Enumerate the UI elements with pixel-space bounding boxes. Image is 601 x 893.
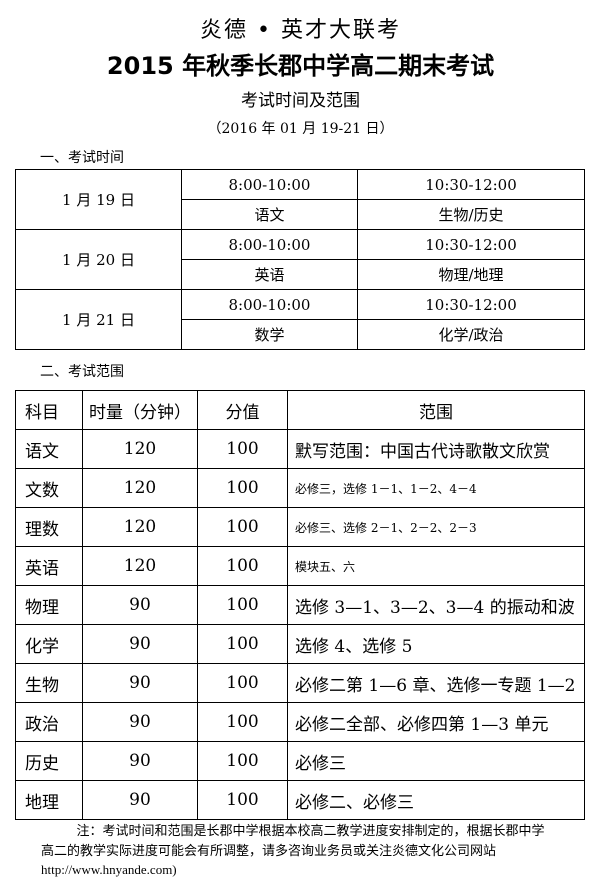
scope-row: 文数 120 100 必修三，选修 1－1、1－2、4－4	[15, 468, 585, 508]
subject: 英语	[15, 546, 83, 586]
brand-title: 炎德 • 英才大联考	[200, 18, 401, 43]
range: 必修二全部、必修四第 1—3 单元	[287, 702, 585, 742]
slot2-time: 10:30-12:00	[357, 229, 585, 260]
column-header: 范围	[287, 390, 585, 430]
scope-row: 物理 90 100 选修 3—1、3—2、3—4 的振动和波	[15, 585, 585, 625]
schedule-row: 1 月 21 日 8:00-10:00 10:30-12:00	[15, 289, 585, 350]
subject: 文数	[15, 468, 83, 508]
website-link[interactable]: http://www.hnyande.com)	[41, 862, 177, 877]
column-header: 时量（分钟）	[82, 390, 198, 430]
scope-row: 理数 120 100 必修三、选修 2－1、2－2、2－3	[15, 507, 585, 547]
range: 选修 4、选修 5	[287, 624, 585, 664]
schedule-row: 英语 物理/地理	[16, 259, 585, 290]
slot1-time: 8:00-10:00	[181, 229, 358, 260]
subject: 政治	[15, 702, 83, 742]
schedule-row: 语文 生物/历史	[16, 199, 585, 230]
subject: 地理	[15, 780, 83, 820]
slot1-subject: 语文	[181, 199, 358, 230]
scope-row: 语文 120 100 默写范围：中国古代诗歌散文欣赏	[15, 429, 585, 469]
scope-row: 历史 90 100 必修三	[15, 741, 585, 781]
score: 100	[197, 702, 288, 742]
subject: 历史	[15, 741, 83, 781]
scope-row: 生物 90 100 必修二第 1—6 章、选修一专题 1—2	[15, 663, 585, 703]
scope-row: 地理 90 100 必修二、必修三	[15, 780, 585, 820]
duration: 120	[82, 546, 198, 586]
subject: 语文	[15, 429, 83, 469]
subject: 生物	[15, 663, 83, 703]
subject: 理数	[15, 507, 83, 547]
slot1-time: 8:00-10:00	[181, 169, 358, 200]
duration: 90	[82, 663, 198, 703]
slot2-subject: 生物/历史	[357, 199, 585, 230]
note-line-1: 注：考试时间和范围是长郡中学根据本校高二教学进度安排制定的，根据长郡中学	[76, 824, 545, 839]
duration: 120	[82, 429, 198, 469]
slot1-time: 8:00-10:00	[181, 289, 358, 320]
subtitle: 考试时间及范围	[241, 91, 360, 111]
column-header: 分值	[197, 390, 288, 430]
duration: 90	[82, 741, 198, 781]
schedule-row: 数学 化学/政治	[16, 319, 585, 350]
schedule-row: 1 月 19 日 8:00-10:00 10:30-12:00	[15, 169, 585, 230]
range: 必修二、必修三	[287, 780, 585, 820]
exam-date: 1 月 19 日	[15, 169, 182, 230]
duration: 90	[82, 624, 198, 664]
duration: 90	[82, 585, 198, 625]
score: 100	[197, 507, 288, 547]
range: 模块五、六	[287, 546, 585, 586]
range: 必修三，选修 1－1、1－2、4－4	[287, 468, 585, 508]
exam-date: 1 月 21 日	[15, 289, 182, 350]
score: 100	[197, 429, 288, 469]
schedule-row: 1 月 20 日 8:00-10:00 10:30-12:00	[15, 229, 585, 290]
slot2-time: 10:30-12:00	[357, 169, 585, 200]
slot1-subject: 数学	[181, 319, 358, 350]
duration: 90	[82, 702, 198, 742]
exam-date: 1 月 20 日	[15, 229, 182, 290]
schedule-table: 1 月 19 日 8:00-10:00 10:30-12:00 语文 生物/历史 1…	[15, 169, 585, 350]
duration: 120	[82, 468, 198, 508]
subject: 物理	[15, 585, 83, 625]
range: 必修三	[287, 741, 585, 781]
range: 必修二第 1—6 章、选修一专题 1—2	[287, 663, 585, 703]
range: 默写范围：中国古代诗歌散文欣赏	[287, 429, 585, 469]
slot2-subject: 物理/地理	[357, 259, 585, 290]
score: 100	[197, 741, 288, 781]
slot2-time: 10:30-12:00	[357, 289, 585, 320]
note-line-2: 高二的教学实际进度可能会有所调整，请多咨询业务员或关注炎德文化公司网站	[41, 844, 497, 859]
subject: 化学	[15, 624, 83, 664]
scope-heading: 二、考试范围	[40, 364, 124, 380]
score: 100	[197, 585, 288, 625]
duration: 120	[82, 507, 198, 547]
column-header: 科目	[15, 390, 83, 430]
scope-header-row: 科目 时量（分钟） 分值 范围	[15, 390, 585, 430]
score: 100	[197, 780, 288, 820]
score: 100	[197, 468, 288, 508]
slot2-subject: 化学/政治	[357, 319, 585, 350]
score: 100	[197, 546, 288, 586]
scope-row: 政治 90 100 必修二全部、必修四第 1—3 单元	[15, 702, 585, 742]
score: 100	[197, 663, 288, 703]
scope-row: 化学 90 100 选修 4、选修 5	[15, 624, 585, 664]
score: 100	[197, 624, 288, 664]
duration: 90	[82, 780, 198, 820]
range: 必修三、选修 2－1、2－2、2－3	[287, 507, 585, 547]
slot1-subject: 英语	[181, 259, 358, 290]
date-range: （2016 年 01 月 19-21 日）	[207, 121, 394, 137]
range: 选修 3—1、3—2、3—4 的振动和波	[287, 585, 585, 625]
scope-table: 科目 时量（分钟） 分值 范围 语文 120 100 默写范围：中国古代诗歌散文欣赏 文数…	[15, 390, 585, 820]
scope-row: 英语 120 100 模块五、六	[15, 546, 585, 586]
page-title: 2015 年秋季长郡中学高二期末考试	[106, 52, 495, 80]
schedule-heading: 一、考试时间	[40, 150, 124, 166]
